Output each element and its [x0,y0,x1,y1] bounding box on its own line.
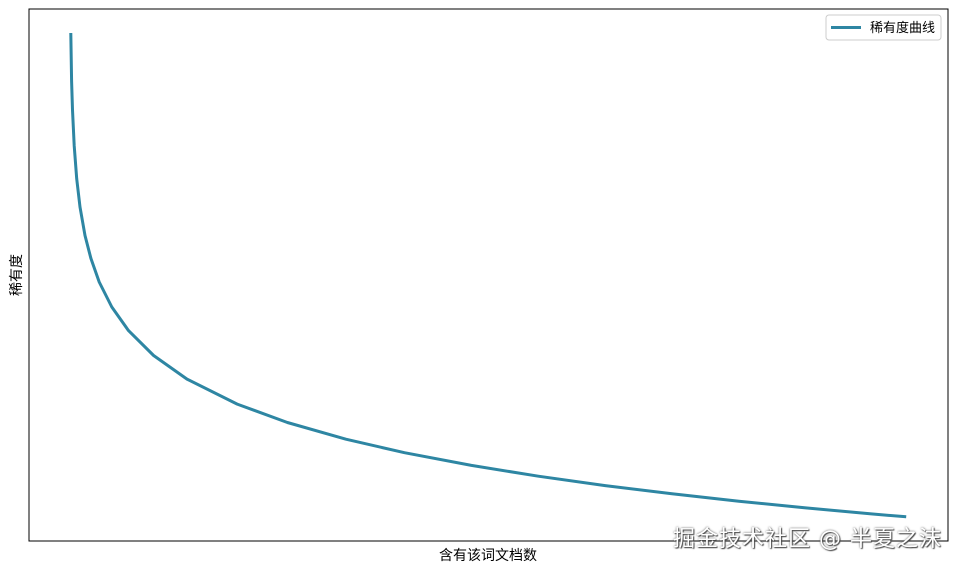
series-line-0 [69,32,907,519]
legend: 稀有度曲线 [825,14,942,41]
plot-area [28,8,949,542]
legend-label: 稀有度曲线 [870,20,935,36]
x-axis-label: 含有该词文档数 [439,548,537,564]
watermark: 掘金技术社区 @ 半夏之沫 [673,527,942,552]
legend-box [825,14,942,41]
y-axis-label: 稀有度 [9,254,25,296]
